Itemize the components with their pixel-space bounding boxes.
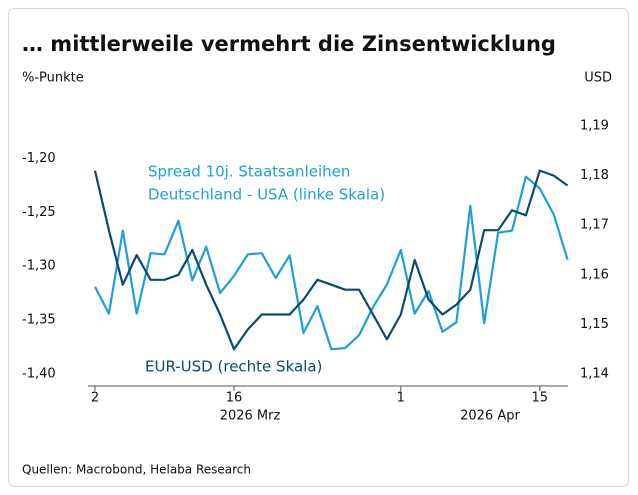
month-label: 2026 Mrz <box>220 409 281 424</box>
y-tick-label: -1,35 <box>22 313 56 328</box>
x-tick-label: 2 <box>91 391 99 406</box>
y-tick-label: -1,30 <box>22 259 56 274</box>
y2-tick-label: 1,16 <box>580 267 609 282</box>
series-label: Deutschland - USA (linke Skala) <box>148 186 385 204</box>
month-label: 2026 Apr <box>460 409 520 424</box>
series-label: EUR-USD (rechte Skala) <box>145 358 322 376</box>
series-line <box>94 175 569 351</box>
y-tick-label: -1,20 <box>22 151 56 166</box>
y-axis-label: %-Punkte <box>22 71 84 86</box>
y2-tick-label: 1,19 <box>580 119 609 134</box>
x-tick-label: 1 <box>397 391 405 406</box>
y2-axis-label: USD <box>584 71 612 86</box>
chart-title: … mittlerweile vermehrt die Zinsentwickl… <box>22 32 556 56</box>
y2-tick-label: 1,15 <box>580 317 609 332</box>
y-tick-label: -1,40 <box>22 367 56 382</box>
y2-tick-label: 1,14 <box>580 367 609 382</box>
x-tick-label: 16 <box>226 391 243 406</box>
card <box>8 8 629 487</box>
y-tick-label: -1,25 <box>22 205 56 220</box>
y2-tick-label: 1,17 <box>580 218 609 233</box>
series-label: Spread 10j. Staatsanleihen <box>148 163 350 181</box>
source: Quellen: Macrobond, Helaba Research <box>22 463 251 477</box>
y2-tick-label: 1,18 <box>580 168 609 183</box>
x-tick-label: 15 <box>532 391 549 406</box>
series-line <box>93 169 569 351</box>
